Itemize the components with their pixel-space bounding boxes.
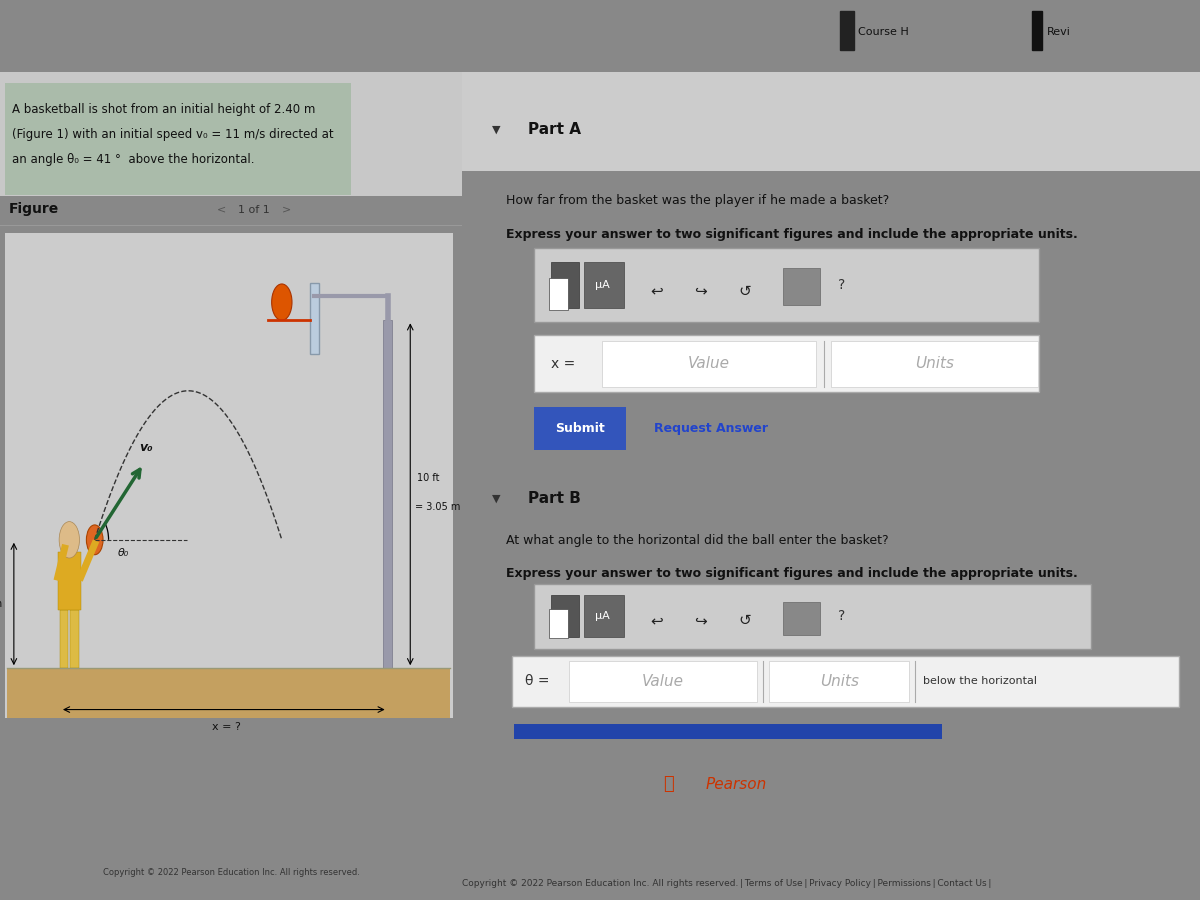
Text: (Figure 1) with an initial speed v₀ = 11 m/s directed at: (Figure 1) with an initial speed v₀ = 11…	[12, 129, 334, 141]
Bar	[71, 610, 78, 668]
Text: ▼: ▼	[492, 125, 500, 135]
Bar	[830, 341, 1038, 387]
Text: ↪: ↪	[695, 614, 707, 628]
Bar	[462, 72, 1200, 171]
Circle shape	[59, 522, 79, 558]
Bar	[784, 602, 820, 635]
Bar	[551, 595, 578, 636]
Bar	[1032, 11, 1042, 50]
Bar	[0, 72, 462, 196]
Bar	[550, 609, 568, 638]
Text: = 3.05 m: = 3.05 m	[415, 501, 461, 512]
Text: Submit: Submit	[556, 422, 605, 436]
Text: θ =: θ =	[524, 674, 550, 688]
Bar	[310, 284, 319, 354]
Bar	[514, 724, 942, 739]
Text: 2.40 m: 2.40 m	[0, 599, 2, 609]
Text: Copyright © 2022 Pearson Education Inc. All rights reserved.: Copyright © 2022 Pearson Education Inc. …	[102, 868, 360, 878]
Bar	[60, 610, 68, 668]
FancyBboxPatch shape	[534, 408, 626, 450]
Bar	[840, 11, 854, 50]
Text: Copyright © 2022 Pearson Education Inc. All rights reserved. | Terms of Use | Pr: Copyright © 2022 Pearson Education Inc. …	[462, 878, 991, 887]
Text: Figure: Figure	[10, 202, 60, 216]
Text: Express your answer to two significant figures and include the appropriate units: Express your answer to two significant f…	[506, 567, 1078, 580]
Text: Express your answer to two significant figures and include the appropriate units: Express your answer to two significant f…	[506, 228, 1078, 240]
Text: Revi: Revi	[1046, 27, 1070, 38]
Text: Value: Value	[642, 674, 684, 688]
Bar	[7, 668, 450, 718]
Bar	[551, 263, 578, 308]
Bar	[384, 320, 391, 668]
Text: x = ?: x = ?	[212, 723, 241, 733]
Text: μA: μA	[595, 280, 610, 290]
Text: ↩: ↩	[650, 284, 662, 299]
FancyBboxPatch shape	[534, 336, 1039, 392]
Text: How far from the basket was the player if he made a basket?: How far from the basket was the player i…	[506, 194, 889, 208]
Text: Value: Value	[689, 356, 731, 372]
Text: θ₀: θ₀	[118, 548, 130, 558]
Bar	[784, 268, 820, 305]
FancyBboxPatch shape	[5, 83, 352, 194]
Bar	[583, 595, 624, 636]
Text: A basketball is shot from an initial height of 2.40 m: A basketball is shot from an initial hei…	[12, 104, 314, 116]
Text: ↩: ↩	[650, 614, 662, 628]
Text: μA: μA	[595, 611, 610, 621]
Bar	[602, 341, 816, 387]
Circle shape	[271, 284, 292, 320]
Text: Ⓟ: Ⓟ	[664, 775, 674, 793]
Bar	[5, 233, 452, 718]
Bar	[550, 278, 568, 310]
Bar	[569, 661, 757, 702]
Text: ↺: ↺	[739, 614, 751, 628]
FancyBboxPatch shape	[534, 584, 1091, 649]
Bar	[769, 661, 910, 702]
Text: <: <	[217, 205, 227, 215]
Text: ↪: ↪	[695, 284, 707, 299]
Text: >: >	[282, 205, 292, 215]
Text: ?: ?	[839, 609, 846, 623]
Text: v₀: v₀	[139, 441, 152, 454]
Text: 1 of 1: 1 of 1	[239, 205, 270, 215]
Text: 10 ft: 10 ft	[418, 472, 439, 482]
Text: ↺: ↺	[739, 284, 751, 299]
Circle shape	[86, 525, 103, 554]
Text: At what angle to the horizontal did the ball enter the basket?: At what angle to the horizontal did the …	[506, 534, 889, 547]
Text: ?: ?	[839, 278, 846, 292]
Text: Part B: Part B	[528, 491, 581, 506]
Text: Pearson: Pearson	[706, 777, 767, 792]
Text: x =: x =	[551, 357, 575, 371]
Text: ▼: ▼	[492, 493, 500, 503]
Text: Course H: Course H	[858, 27, 908, 38]
Text: Part A: Part A	[528, 122, 582, 138]
FancyBboxPatch shape	[534, 248, 1039, 322]
FancyBboxPatch shape	[512, 656, 1180, 707]
Text: Request Answer: Request Answer	[654, 422, 768, 436]
Bar	[58, 553, 80, 610]
Text: below the horizontal: below the horizontal	[923, 677, 1037, 687]
Text: an angle θ₀ = 41 °  above the horizontal.: an angle θ₀ = 41 ° above the horizontal.	[12, 153, 254, 166]
Bar	[583, 263, 624, 308]
Text: Units: Units	[820, 674, 859, 688]
Text: Units: Units	[914, 356, 954, 372]
